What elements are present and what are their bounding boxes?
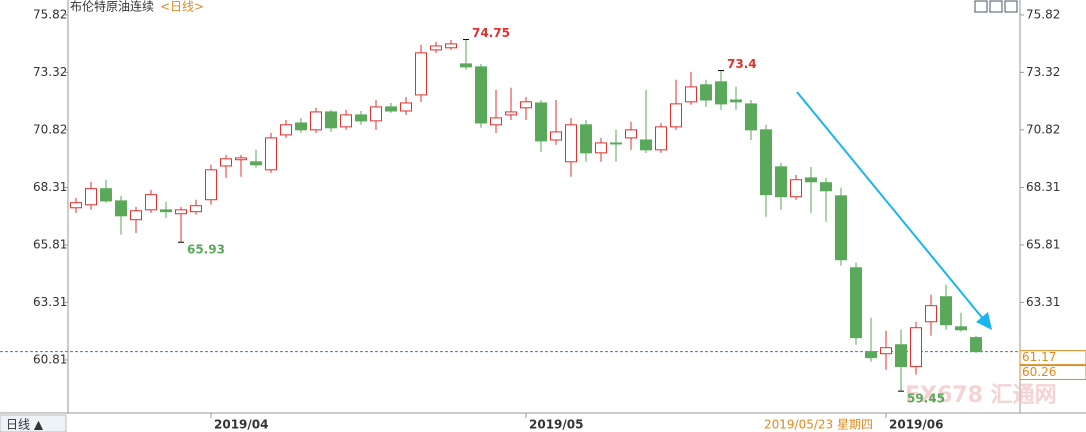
chart-title: 布伦特原油连续 (70, 0, 154, 14)
candle-body (85, 188, 97, 206)
candle-body (775, 166, 787, 198)
candle-body (325, 111, 337, 129)
candle-body (70, 202, 82, 209)
candle-body (940, 296, 952, 326)
y-tick-label: 70.82 (33, 122, 67, 136)
candle-body (310, 111, 322, 131)
candle-body (655, 126, 667, 151)
candle-body (700, 84, 712, 101)
price-label-box (1019, 350, 1086, 366)
candle-body (265, 137, 277, 171)
candle-body (250, 161, 262, 166)
candle-body (550, 131, 562, 141)
candle-body (745, 103, 757, 131)
x-tick-label: 2019/04 (214, 418, 268, 432)
candle-body (355, 114, 367, 122)
candle-body (130, 210, 142, 221)
watermark: FX678 汇通网 (905, 383, 1057, 408)
candle-body (685, 86, 697, 103)
tool-icon[interactable] (989, 0, 1003, 13)
candle-body (430, 45, 442, 51)
candle-body (580, 124, 592, 154)
candle-body (340, 114, 352, 128)
y-tick-label: 68.31 (33, 180, 67, 194)
candle-body (760, 129, 772, 196)
x-tick-label: 2019/06 (889, 418, 943, 432)
arrow-head (976, 312, 992, 330)
y-tick-label-right: 75.82 (1026, 7, 1060, 21)
y-tick-label: 75.82 (33, 7, 67, 21)
candle-body (115, 200, 127, 217)
y-tick-label-right: 73.32 (1026, 65, 1060, 79)
candle-body (490, 117, 502, 126)
tool-icon[interactable] (974, 0, 988, 13)
chart-subtitle[interactable]: <日线> (160, 0, 204, 14)
period-tab[interactable] (0, 414, 67, 432)
candle-body (370, 106, 382, 122)
candle-body (565, 124, 577, 163)
annotation: 59.45 (907, 392, 945, 406)
candle-body (790, 179, 802, 198)
crosshair-box (762, 417, 880, 432)
candle-body (445, 43, 457, 49)
y-tick-label-right: 70.82 (1026, 122, 1060, 136)
candle-body (925, 305, 937, 323)
y-tick-label: 60.81 (33, 352, 67, 366)
x-tick-label: 2019/05 (529, 418, 583, 432)
candle-body (955, 326, 967, 331)
candle-body (895, 344, 907, 368)
price-label: 60.26 (1022, 365, 1056, 379)
candle-body (220, 158, 232, 167)
candle-body (610, 142, 622, 145)
candle-body (385, 106, 397, 112)
annotation: 73.4 (727, 57, 757, 71)
y-tick-label: 73.32 (33, 65, 67, 79)
candle-body (880, 347, 892, 355)
candle-body (235, 157, 247, 161)
y-tick-label-right: 65.81 (1026, 237, 1060, 251)
annotation: 74.75 (472, 26, 510, 40)
candle-body (850, 267, 862, 339)
candle-body (535, 102, 547, 142)
candle-body (640, 139, 652, 151)
candle-body (100, 188, 112, 202)
annotation: 65.93 (187, 243, 225, 257)
candle-body (625, 129, 637, 139)
candle-body (805, 177, 817, 183)
toolbar[interactable] (974, 0, 1018, 13)
candle-body (865, 351, 877, 359)
candle-body (475, 66, 487, 124)
candle-body (505, 111, 517, 116)
y-tick-label: 65.81 (33, 237, 67, 251)
candle-body (970, 337, 982, 353)
candle-body (715, 81, 727, 105)
period-tab-label[interactable]: 日线 ▲ (6, 418, 44, 432)
price-label: 61.17 (1022, 350, 1056, 364)
candle-body (595, 142, 607, 154)
candle-body (205, 169, 217, 201)
candle-body (835, 195, 847, 261)
candle-body (400, 102, 412, 112)
candle-body (820, 182, 832, 192)
candle-body (295, 122, 307, 131)
price-label-box (1019, 365, 1086, 381)
trend-arrow (796, 91, 985, 321)
y-tick-label-right: 63.31 (1026, 295, 1060, 309)
crosshair-label: 2019/05/23 星期四 (764, 418, 873, 432)
candle-body (730, 99, 742, 103)
candle-body (280, 124, 292, 136)
candle-body (145, 194, 157, 211)
candle-body (415, 52, 427, 96)
candle-body (160, 209, 172, 213)
candle-body (910, 327, 922, 368)
candle-body (460, 63, 472, 68)
tool-icon[interactable] (1004, 0, 1018, 13)
candle-body (520, 101, 532, 109)
y-tick-label-right: 68.31 (1026, 180, 1060, 194)
candle-body (175, 209, 187, 215)
candle-body (670, 103, 682, 128)
candle-body (190, 205, 202, 213)
y-tick-label: 63.31 (33, 295, 67, 309)
